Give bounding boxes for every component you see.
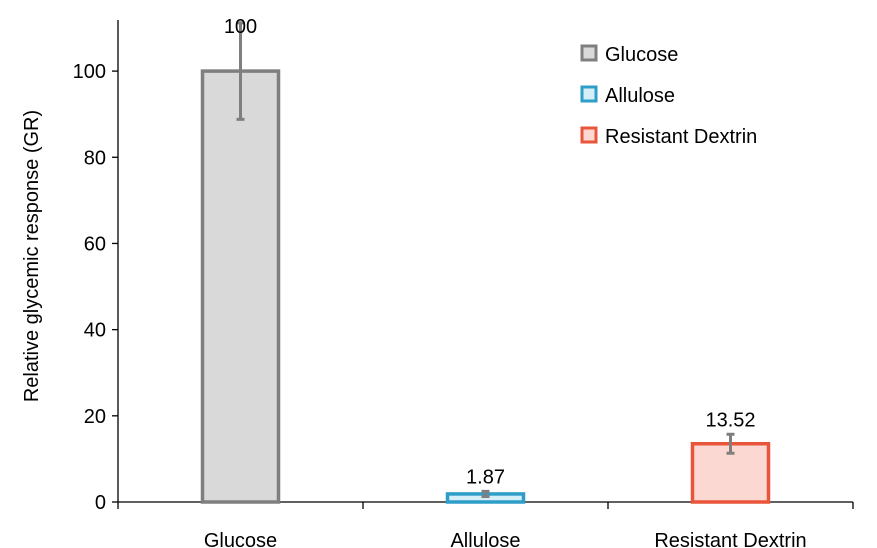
bar-0 xyxy=(200,69,281,504)
data-label-0: 100 xyxy=(224,16,257,38)
legend-swatch-0 xyxy=(580,44,598,62)
data-labels: 100 1.87 13.52 xyxy=(224,16,756,488)
x-tick-label-1: Allulose xyxy=(450,530,520,548)
legend-swatch-1 xyxy=(580,85,598,103)
legend-label-0: Glucose xyxy=(605,44,678,66)
x-tick-label-0: Glucose xyxy=(204,530,277,548)
legend-label-2: Resistant Dextrin xyxy=(605,126,757,148)
data-label-2: 13.52 xyxy=(705,409,755,431)
y-axis: 0 20 40 60 80 100 xyxy=(73,20,119,514)
legend: Glucose Allulose Resistant Dextrin xyxy=(580,44,757,148)
y-tick-label-5: 100 xyxy=(73,61,106,83)
x-axis: Glucose Allulose Resistant Dextrin xyxy=(117,501,854,548)
y-tick-label-4: 80 xyxy=(84,147,106,169)
y-tick-label-2: 40 xyxy=(84,320,106,342)
legend-label-1: Allulose xyxy=(605,85,675,107)
y-tick-label-1: 20 xyxy=(84,406,106,428)
data-label-1: 1.87 xyxy=(466,466,505,488)
legend-swatch-2 xyxy=(580,126,598,144)
y-tick-label-3: 60 xyxy=(84,233,106,255)
y-tick-label-0: 0 xyxy=(95,492,106,514)
y-axis-title: Relative glycemic response (GR) xyxy=(21,110,43,402)
x-tick-label-2: Resistant Dextrin xyxy=(654,530,806,548)
error-bars xyxy=(236,21,735,499)
